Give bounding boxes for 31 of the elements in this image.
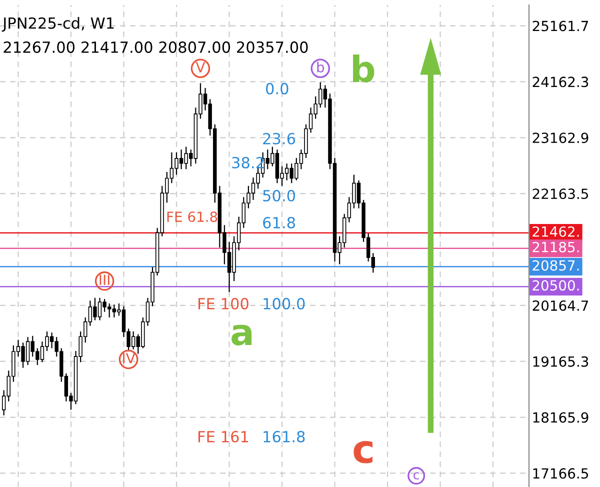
ref-line-label: 20857.	[532, 260, 579, 271]
annotation: b	[317, 62, 324, 72]
annotation: 50.0	[263, 190, 296, 202]
y-tick-label: 18165.9	[533, 412, 588, 423]
annotation: FE 100	[198, 298, 248, 310]
y-tick-label: 22163.5	[532, 188, 588, 200]
ref-line-label: 20500.	[532, 280, 579, 291]
ref-line-label: 21185.	[532, 242, 579, 252]
y-tick-label: 24162.3	[532, 76, 588, 88]
annotation: FE 61.8	[167, 212, 218, 222]
annotation: 100.0	[264, 298, 305, 310]
annotation: 161.8	[264, 430, 305, 442]
annotation: a	[232, 324, 252, 346]
y-tick-label: 23162.9	[532, 132, 588, 144]
text: 21267.00 21417.00 20807.00 20357.00	[4, 41, 308, 53]
y-tick-label: 17166.5	[533, 468, 588, 479]
y-tick-label: 19165.3	[533, 356, 588, 367]
annotation: b	[353, 54, 374, 82]
annotation: 61.8	[263, 216, 295, 228]
annotation: 0.0	[266, 82, 288, 94]
ref-line-label: 21462.	[532, 226, 579, 237]
annotation: FE 161	[198, 430, 248, 442]
annotation: IV	[123, 353, 136, 364]
annotation: V	[196, 62, 206, 72]
text: JPN225-cd, W1	[2, 17, 114, 32]
annotation: c	[414, 472, 419, 480]
y-tick-label: 25161.7	[532, 20, 588, 32]
annotation: III	[100, 274, 110, 285]
annotation: c	[354, 440, 372, 464]
annotation: 23.6	[263, 132, 296, 144]
y-tick-label: 20164.7	[532, 300, 588, 311]
